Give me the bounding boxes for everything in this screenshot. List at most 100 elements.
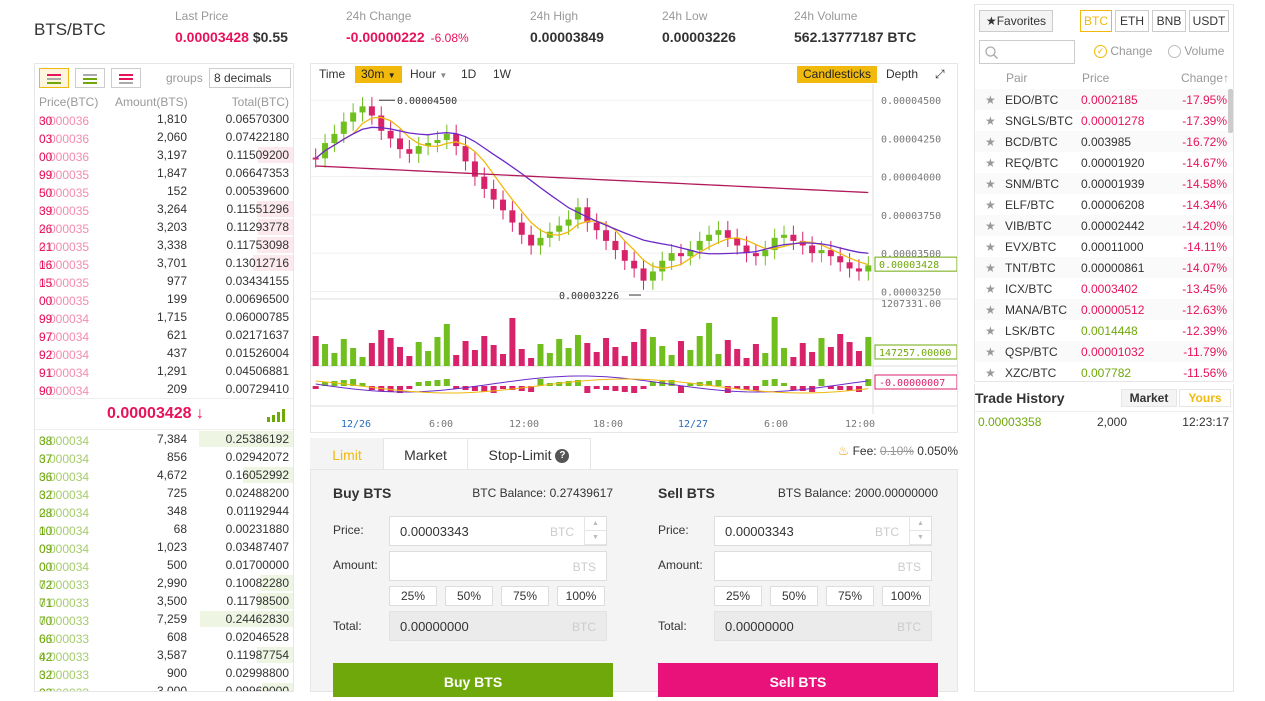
favorite-star-icon[interactable]: ★	[985, 324, 996, 338]
market-row[interactable]: ★ BCD/BTC 0.003985 -16.72%	[975, 131, 1233, 152]
favorite-star-icon[interactable]: ★	[985, 114, 996, 128]
sell-pct-100-button[interactable]: 100%	[882, 586, 930, 606]
bid-row[interactable]: 0.000033 32 900 0.02998800	[35, 664, 293, 682]
ask-row[interactable]: 0.000035 15 977 0.03434155	[35, 272, 293, 290]
favorite-star-icon[interactable]: ★	[985, 303, 996, 317]
quote-eth-button[interactable]: ETH	[1115, 10, 1149, 32]
bid-row[interactable]: 0.000033 66 608 0.02046528	[35, 628, 293, 646]
groups-select[interactable]: 8 decimals	[209, 68, 291, 88]
market-row[interactable]: ★ XZC/BTC 0.007782 -11.56%	[975, 362, 1233, 381]
interval-1d-button[interactable]: 1D	[461, 67, 477, 81]
market-row[interactable]: ★ MANA/BTC 0.00000512 -12.63%	[975, 299, 1233, 320]
bid-row[interactable]: 0.000034 00 500 0.01700000	[35, 556, 293, 574]
sell-button[interactable]: Sell BTS	[658, 663, 938, 697]
buy-price-input[interactable]: 0.00003343 BTC ▲ ▼	[389, 516, 607, 546]
bid-row[interactable]: 0.00003323 3,000 0.09969000	[35, 682, 293, 691]
bid-row[interactable]: 0.000034 37 856 0.02942072	[35, 448, 293, 466]
depth-button[interactable]: Depth	[886, 67, 919, 81]
market-row[interactable]: ★ SNGLS/BTC 0.00001278 -17.39%	[975, 110, 1233, 131]
ask-row[interactable]: 0.000034 90 209 0.00729410	[35, 380, 293, 398]
bid-row[interactable]: 0.000034 28 348 0.01192944	[35, 502, 293, 520]
bid-row[interactable]: 0.000034 09 1,023 0.03487407	[35, 538, 293, 556]
favorite-star-icon[interactable]: ★	[985, 93, 996, 107]
sell-pct-75-button[interactable]: 75%	[826, 586, 874, 606]
interval-select[interactable]: 30m ▼	[355, 66, 402, 83]
favorite-star-icon[interactable]: ★	[985, 282, 996, 296]
fullscreen-icon[interactable]: ⤢	[935, 67, 945, 81]
history-tab-yours[interactable]: Yours	[1179, 389, 1231, 407]
sell-price-stepper[interactable]: ▲ ▼	[909, 517, 931, 545]
market-row[interactable]: ★ ICX/BTC 0.0003402 -13.45%	[975, 278, 1233, 299]
buy-pct-100-button[interactable]: 100%	[557, 586, 605, 606]
market-row[interactable]: ★ ELF/BTC 0.00006208 -14.34%	[975, 194, 1233, 215]
favorites-button[interactable]: ★Favorites	[979, 10, 1053, 32]
bid-row[interactable]: 0.000034 10 68 0.00231880	[35, 520, 293, 538]
ask-row[interactable]: 0.000035 26 3,203 0.11293778	[35, 218, 293, 236]
favorite-star-icon[interactable]: ★	[985, 219, 996, 233]
market-scrollbar[interactable]	[1228, 89, 1233, 133]
favorite-star-icon[interactable]: ★	[985, 240, 996, 254]
ask-row[interactable]: 0.000035 16 3,701 0.13012716	[35, 254, 293, 272]
favorite-star-icon[interactable]: ★	[985, 135, 996, 149]
quote-usdt-button[interactable]: USDT	[1189, 10, 1229, 32]
help-icon[interactable]: ?	[555, 449, 570, 464]
market-col-change[interactable]: Change↑	[1181, 71, 1229, 85]
market-row[interactable]: ★ VIB/BTC 0.00002442 -14.20%	[975, 215, 1233, 236]
volume-radio[interactable]: Volume	[1168, 44, 1224, 59]
ask-row[interactable]: 0.000034 92 437 0.01526004	[35, 344, 293, 362]
buy-button[interactable]: Buy BTS	[333, 663, 613, 697]
history-tab-market[interactable]: Market	[1121, 389, 1177, 407]
buy-pct-25-button[interactable]: 25%	[389, 586, 437, 606]
buy-price-stepper[interactable]: ▲ ▼	[584, 517, 606, 545]
sell-pct-50-button[interactable]: 50%	[770, 586, 818, 606]
favorite-star-icon[interactable]: ★	[985, 366, 996, 380]
market-row[interactable]: ★ REQ/BTC 0.00001920 -14.67%	[975, 152, 1233, 173]
market-row[interactable]: ★ EVX/BTC 0.00011000 -14.11%	[975, 236, 1233, 257]
favorite-star-icon[interactable]: ★	[985, 177, 996, 191]
bid-row[interactable]: 0.000033 71 3,500 0.11798500	[35, 592, 293, 610]
ask-row[interactable]: 0.000034 99 1,715 0.06000785	[35, 308, 293, 326]
market-row[interactable]: ★ LSK/BTC 0.0014448 -12.39%	[975, 320, 1233, 341]
bid-row[interactable]: 0.000034 36 4,672 0.16052992	[35, 466, 293, 484]
candlestick-chart[interactable]: 0.00004500 0.00004250 0.00004000 0.00003750…	[311, 84, 957, 432]
favorite-star-icon[interactable]: ★	[985, 156, 996, 170]
favorite-star-icon[interactable]: ★	[985, 261, 996, 275]
book-both-icon[interactable]	[39, 68, 69, 88]
favorite-star-icon[interactable]: ★	[985, 345, 996, 359]
sell-pct-25-button[interactable]: 25%	[714, 586, 762, 606]
sell-amount-input[interactable]: BTS	[714, 551, 932, 581]
tab-stop-limit[interactable]: Stop-Limit ?	[467, 438, 591, 470]
tab-market[interactable]: Market	[383, 438, 468, 470]
ask-row[interactable]: 0.000035 50 152 0.00539600	[35, 182, 293, 200]
sell-price-input[interactable]: 0.00003343 BTC ▲ ▼	[714, 516, 932, 546]
market-row[interactable]: ★ TNT/BTC 0.00000861 -14.07%	[975, 257, 1233, 278]
bid-row[interactable]: 0.000034 38 7,384 0.25386192	[35, 430, 293, 448]
ask-row[interactable]: 0.000034 91 1,291 0.04506881	[35, 362, 293, 380]
change-radio[interactable]: ✓ Change	[1094, 44, 1152, 59]
market-row[interactable]: ★ QSP/BTC 0.00001032 -11.79%	[975, 341, 1233, 362]
buy-pct-75-button[interactable]: 75%	[501, 586, 549, 606]
book-bids-icon[interactable]	[75, 68, 105, 88]
ask-row[interactable]: 0.000036 30 1,810 0.06570300	[35, 110, 293, 128]
market-search-input[interactable]	[979, 40, 1075, 64]
quote-btc-button[interactable]: BTC	[1080, 10, 1112, 32]
ask-row[interactable]: 0.000035 39 3,264 0.11551296	[35, 200, 293, 218]
market-row[interactable]: ★ SNM/BTC 0.00001939 -14.58%	[975, 173, 1233, 194]
bid-row[interactable]: 0.000033 42 3,587 0.11987754	[35, 646, 293, 664]
bid-row[interactable]: 0.000034 32 725 0.02488200	[35, 484, 293, 502]
candlesticks-button[interactable]: Candlesticks	[797, 66, 878, 83]
tab-limit[interactable]: Limit	[310, 438, 384, 470]
book-asks-icon[interactable]	[111, 68, 141, 88]
ask-row[interactable]: 0.000036 00 3,197 0.11509200	[35, 146, 293, 164]
quote-bnb-button[interactable]: BNB	[1152, 10, 1186, 32]
ask-row[interactable]: 0.000034 97 621 0.02171637	[35, 326, 293, 344]
ask-row[interactable]: 0.000035 99 1,847 0.06647353	[35, 164, 293, 182]
buy-pct-50-button[interactable]: 50%	[445, 586, 493, 606]
buy-amount-input[interactable]: BTS	[389, 551, 607, 581]
market-row[interactable]: ★ EDO/BTC 0.0002185 -17.95%	[975, 89, 1233, 110]
ask-row[interactable]: 0.000036 03 2,060 0.07422180	[35, 128, 293, 146]
interval-1w-button[interactable]: 1W	[493, 67, 511, 81]
hour-select[interactable]: Hour ▼	[404, 66, 453, 83]
favorite-star-icon[interactable]: ★	[985, 198, 996, 212]
ask-row[interactable]: 0.000035 21 3,338 0.11753098	[35, 236, 293, 254]
